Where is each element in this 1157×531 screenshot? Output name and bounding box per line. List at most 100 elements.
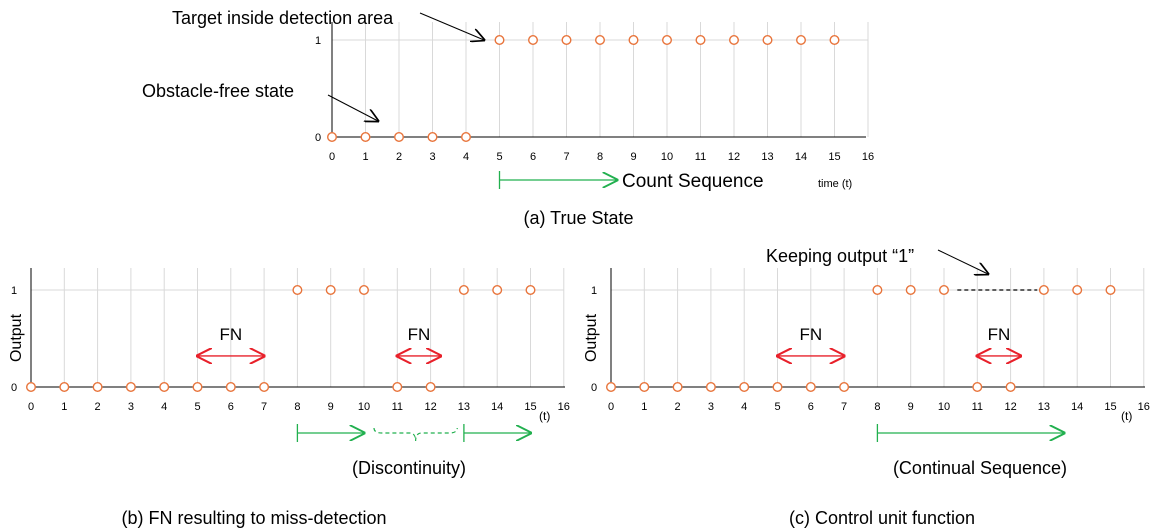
- panel-b-xtick-label: 6: [228, 401, 234, 413]
- panel-a-xtick-label: 16: [862, 151, 874, 163]
- panel-c-data-point: [1105, 285, 1116, 296]
- panel-c-xtick-label: 3: [708, 401, 714, 413]
- panel-c-points: [606, 285, 1116, 393]
- panel-c-data-point: [805, 382, 816, 393]
- panel-c-xtick-label: 4: [741, 401, 747, 413]
- panel-b-data-point: [92, 382, 103, 393]
- panel-c-sequence-label: (Continual Sequence): [893, 458, 1067, 478]
- panel-a-xtick-label: 5: [496, 151, 502, 163]
- panel-c-data-point: [606, 382, 617, 393]
- panel-a-data-point: [494, 35, 505, 46]
- panel-a-xtick-label: 1: [362, 151, 368, 163]
- panel-a-sequence-label: Count Sequence: [622, 171, 764, 192]
- panel-a-data-point: [561, 35, 572, 46]
- panel-b-gap: [373, 427, 458, 442]
- panel-a-sequence-arrows: [498, 171, 617, 189]
- panel-a-xtick-label: 2: [396, 151, 402, 163]
- panel-a-data-point: [628, 35, 639, 46]
- panel-c-xtick-label: 11: [972, 401, 983, 413]
- panel-b-data-point: [392, 382, 403, 393]
- panel-a-data-point: [729, 35, 740, 46]
- panel-b-xtick-label: 10: [358, 401, 370, 413]
- panel-b-xtick-label: 8: [294, 401, 300, 413]
- panel-c-data-point: [905, 285, 916, 296]
- panel-a-xtick-label: 3: [429, 151, 435, 163]
- panel-c-xtick-label: 9: [908, 401, 914, 413]
- panel-b-xtick-label: 15: [524, 401, 536, 413]
- panel-b-data-point: [292, 285, 303, 296]
- panel-c-xtick-label: 8: [874, 401, 880, 413]
- panel-a-xtick-label: 14: [795, 151, 807, 163]
- panel-c-ylabel: Output: [583, 313, 600, 362]
- panel-c-xtick-label: 12: [1004, 401, 1016, 413]
- panel-a-xlabel: time (t): [818, 178, 852, 190]
- panel-b-data-point: [192, 382, 203, 393]
- panel-c-data-point: [1072, 285, 1083, 296]
- panel-b-xtick-label: 16: [558, 401, 570, 413]
- panel-a-points: [327, 35, 840, 142]
- panel-c-data-point: [1038, 285, 1049, 296]
- panel-a-axes: [331, 22, 866, 138]
- annotation-obstacle-arrow: [327, 94, 378, 121]
- panel-c-data-point: [972, 382, 983, 393]
- panel-a-data-point: [360, 131, 371, 142]
- panel-a-xtick-label: 4: [463, 151, 469, 163]
- panel-c-xtick-label: 5: [774, 401, 780, 413]
- panel-a-data-point: [796, 35, 807, 46]
- panel-b-points: [26, 285, 536, 393]
- panel-a-data-point: [662, 35, 673, 46]
- panel-b-xtick-label: 9: [328, 401, 334, 413]
- panel-b-xtick-label: 11: [392, 401, 403, 413]
- panel-c-xtick-label: 15: [1104, 401, 1116, 413]
- keep-output-arrow: [937, 249, 988, 274]
- panel-b-axes: [30, 268, 565, 388]
- panel-b-xtick-label: 4: [161, 401, 167, 413]
- panel-c-caption: (c) Control unit function: [789, 508, 975, 528]
- panel-b-data-point: [259, 382, 270, 393]
- panel-a-xtick-label: 11: [695, 151, 706, 163]
- panel-c-data-point: [705, 382, 716, 393]
- panel-b-ylabel: Output: [8, 313, 25, 362]
- discontinuity-brace: [373, 427, 458, 442]
- panel-b-fn: FN FN: [198, 325, 441, 356]
- panel-b-xlabel: (t): [539, 409, 550, 423]
- panel-c-data-point: [1005, 382, 1016, 393]
- panel-b-data-point: [525, 285, 536, 296]
- panel-a-data-point: [595, 35, 606, 46]
- panel-b-fn-label: FN: [408, 325, 431, 344]
- panel-a-xtick-label: 12: [728, 151, 740, 163]
- panel-a-data-point: [327, 131, 338, 142]
- panel-c-axes: [610, 268, 1145, 388]
- panel-c-fn-label: FN: [988, 325, 1011, 344]
- panel-c-fn: FN FN: [778, 325, 1021, 356]
- panel-c-xtick-label: 7: [841, 401, 847, 413]
- panel-c-fn-label: FN: [799, 325, 822, 344]
- panel-a-xtick-label: 0: [329, 151, 335, 163]
- panel-c-sequence-arrows: [876, 424, 1063, 442]
- panel-b-caption: (b) FN resulting to miss-detection: [121, 508, 386, 528]
- panel-b-data-point: [458, 285, 469, 296]
- panel-b-ytick-label: 0: [11, 382, 17, 394]
- panel-c-data-point: [739, 382, 750, 393]
- panel-a-xtick-label: 15: [828, 151, 840, 163]
- panel-b-sequence-arrows: [296, 424, 530, 442]
- panel-a-xtick-label: 9: [630, 151, 636, 163]
- panel-a-xtick-label: 6: [530, 151, 536, 163]
- panel-c-data-point: [939, 285, 950, 296]
- panel-b-data-point: [425, 382, 436, 393]
- panel-a-data-point: [461, 131, 472, 142]
- panel-c-xtick-label: 14: [1071, 401, 1083, 413]
- panel-a-xtick-label: 13: [761, 151, 773, 163]
- panel-b-ytick-label: 1: [11, 285, 17, 297]
- panel-a-ytick-label: 0: [315, 132, 321, 144]
- panel-c-data-point: [839, 382, 850, 393]
- panel-c-data-point: [772, 382, 783, 393]
- panel-a-data-point: [829, 35, 840, 46]
- panel-a-data-point: [394, 131, 405, 142]
- panel-c-data-point: [872, 285, 883, 296]
